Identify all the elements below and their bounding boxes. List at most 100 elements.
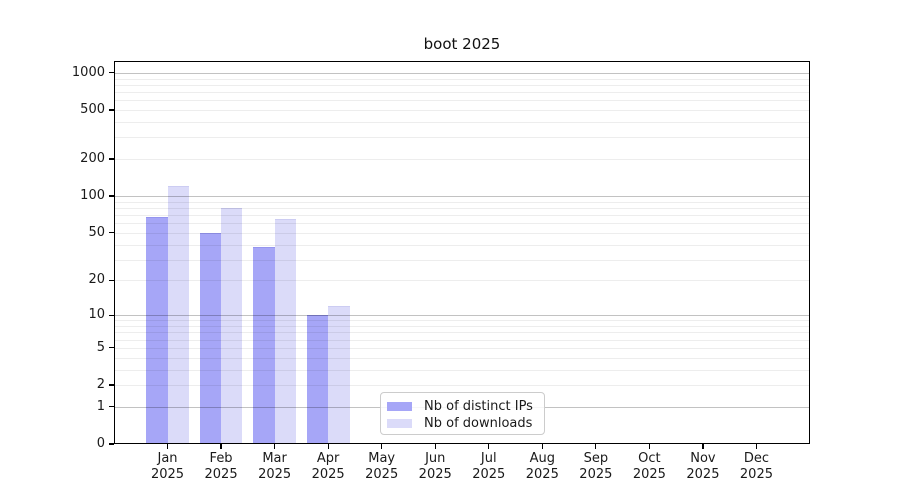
y-tick-10 xyxy=(109,314,114,316)
y-tick-label-1000: 1000 xyxy=(71,64,105,80)
plot-area: Nb of distinct IPs Nb of downloads 0 1 2 5 1… xyxy=(72,61,810,482)
y-tick-label-2: 2 xyxy=(96,376,105,392)
gridline-400 xyxy=(114,122,810,123)
y-tick-label-0: 0 xyxy=(96,436,105,451)
gridline-90 xyxy=(114,201,810,203)
x-tick-jun-2025 xyxy=(434,444,436,449)
x-tick-label-line: Feb xyxy=(209,451,233,466)
gridline-8 xyxy=(114,326,810,327)
bar-downloads-apr-2025 xyxy=(328,306,350,444)
gridline-600 xyxy=(114,100,810,102)
x-tick-label-nov-2025: Nov 2025 xyxy=(671,451,735,483)
bar-ips-feb-2025 xyxy=(199,232,222,444)
y-tick-label-500: 500 xyxy=(80,102,105,118)
x-tick-label-line: Jun xyxy=(425,451,446,466)
y-tick-200 xyxy=(109,158,114,160)
bar-downloads-feb-2025 xyxy=(221,207,243,444)
bar-ips-jan-2025 xyxy=(146,217,168,444)
gridline-70 xyxy=(114,215,810,216)
x-tick-label-jun-2025: Jun 2025 xyxy=(403,451,467,483)
gridline-9 xyxy=(114,320,810,322)
y-tick-0 xyxy=(109,443,114,445)
y-tick-label-10: 10 xyxy=(88,307,105,323)
x-tick-jan-2025 xyxy=(166,444,169,449)
x-tick-label-line: 2025 xyxy=(579,467,613,482)
y-tick-20 xyxy=(109,279,114,282)
gridline-60 xyxy=(114,223,810,225)
x-tick-mar-2025 xyxy=(274,444,276,449)
x-tick-label-line: 2025 xyxy=(311,467,345,482)
y-tick-2 xyxy=(109,384,114,386)
bar-ips-mar-2025 xyxy=(253,247,275,444)
gridline-700 xyxy=(114,92,810,93)
x-tick-label-line: Dec xyxy=(743,451,770,466)
x-tick-label-line: 2025 xyxy=(418,467,452,482)
bar-ips-apr-2025 xyxy=(306,315,329,444)
x-tick-label-line: 2025 xyxy=(150,467,185,482)
x-tick-label-line: 2025 xyxy=(472,467,506,482)
x-tick-label-jan-2025: Jan 2025 xyxy=(136,451,200,483)
gridline-3 xyxy=(114,369,810,371)
legend-label-distinct-ips: Nb of distinct IPs xyxy=(424,398,533,414)
x-tick-label-aug-2025: Aug 2025 xyxy=(510,451,574,483)
gridline-7 xyxy=(114,332,810,334)
y-tick-1 xyxy=(109,406,114,408)
x-tick-label-oct-2025: Oct 2025 xyxy=(617,451,681,483)
y-tick-label-100: 100 xyxy=(80,188,105,204)
y-tick-100 xyxy=(109,195,114,197)
x-tick-label-jul-2025: Jul 2025 xyxy=(457,451,521,483)
x-tick-label-dec-2025: Dec 2025 xyxy=(724,451,788,483)
gridline-300 xyxy=(114,137,810,139)
gridline-2 xyxy=(114,385,810,386)
y-tick-label-5: 5 xyxy=(96,339,105,355)
gridline-900 xyxy=(114,78,810,80)
x-tick-feb-2025 xyxy=(220,444,222,449)
legend-item-distinct-ips: Nb of distinct IPs xyxy=(387,398,544,414)
gridline-4 xyxy=(114,357,810,359)
x-tick-label-feb-2025: Feb 2025 xyxy=(189,451,253,483)
y-tick-label-1: 1 xyxy=(96,398,105,414)
gridline-6 xyxy=(114,339,810,341)
gridline-500 xyxy=(114,110,810,111)
chart-title: boot 2025 xyxy=(423,35,501,53)
gridline-5 xyxy=(114,347,810,349)
bar-downloads-mar-2025 xyxy=(274,218,296,444)
x-tick-label-line: Apr xyxy=(316,451,340,466)
x-tick-may-2025 xyxy=(381,444,383,449)
x-tick-label-line: 2025 xyxy=(258,467,292,482)
gridline-20 xyxy=(114,280,810,282)
y-tick-5 xyxy=(109,347,114,349)
x-tick-apr-2025 xyxy=(327,444,329,449)
gridline-100 xyxy=(114,196,810,198)
x-tick-label-may-2025: May 2025 xyxy=(350,451,414,483)
x-tick-label-line: Jan xyxy=(157,451,178,466)
x-tick-nov-2025 xyxy=(702,444,704,449)
x-tick-jul-2025 xyxy=(488,444,490,449)
x-tick-label-line: Jul xyxy=(480,451,497,466)
y-tick-50 xyxy=(109,232,114,234)
x-tick-label-line: 2025 xyxy=(739,467,773,482)
x-tick-label-line: Oct xyxy=(638,451,661,466)
gridline-50 xyxy=(114,232,810,234)
x-tick-label-mar-2025: Mar 2025 xyxy=(243,451,307,483)
legend-swatch-downloads xyxy=(387,418,412,428)
gridline-1000 xyxy=(114,72,810,74)
x-tick-label-line: Sep xyxy=(583,451,609,466)
gridline-80 xyxy=(114,207,810,209)
x-tick-label-line: May xyxy=(368,451,396,466)
y-tick-label-20: 20 xyxy=(88,272,105,288)
gridline-10 xyxy=(114,315,810,317)
legend-label-downloads: Nb of downloads xyxy=(424,415,533,431)
x-tick-label-apr-2025: Apr 2025 xyxy=(296,451,360,483)
x-tick-label-line: 2025 xyxy=(365,467,399,482)
y-tick-500 xyxy=(109,109,114,111)
x-tick-label-line: 2025 xyxy=(686,467,720,482)
x-tick-sep-2025 xyxy=(595,444,597,449)
y-tick-label-200: 200 xyxy=(80,151,105,167)
legend-swatch-distinct-ips xyxy=(387,401,412,411)
x-tick-label-sep-2025: Sep 2025 xyxy=(564,451,628,483)
gridline-200 xyxy=(114,159,810,161)
x-tick-label-line: Nov xyxy=(690,451,716,466)
y-tick-1000 xyxy=(109,72,114,74)
